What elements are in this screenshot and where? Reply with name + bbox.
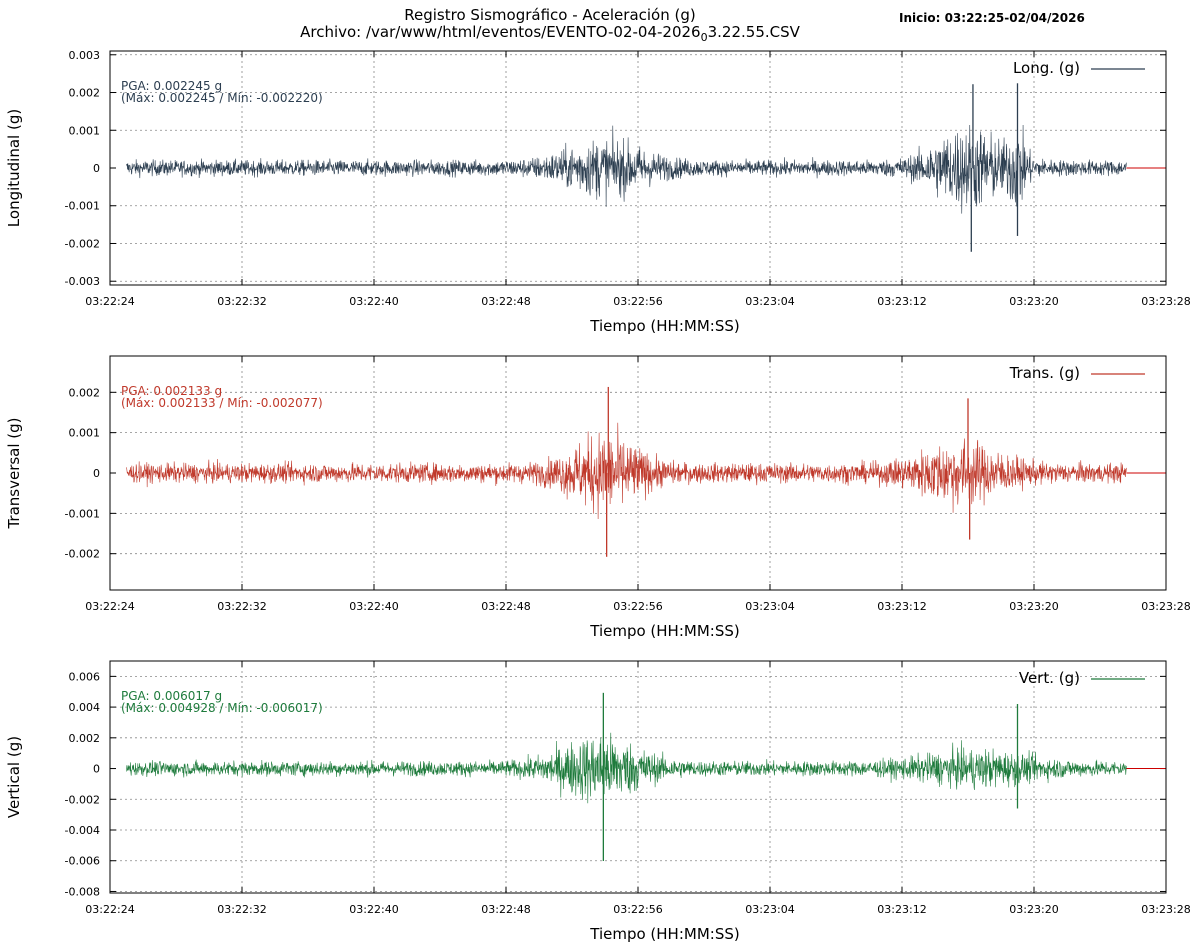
y-tick-label: 0.002 [69, 732, 101, 745]
plot-frame [109, 660, 1167, 894]
x-tick-label: 03:23:04 [745, 295, 794, 308]
x-tick-label: 03:22:48 [481, 295, 530, 308]
x-tick-label: 03:22:32 [217, 903, 266, 916]
x-tick-label: 03:22:56 [613, 295, 662, 308]
y-tick-label: -0.002 [65, 793, 100, 806]
max-min-label: (Máx: 0.002245 / Mín: -0.002220) [121, 91, 323, 105]
y-tick-label: 0.004 [69, 701, 101, 714]
x-tick-label: 03:22:56 [613, 903, 662, 916]
chart-panel-transversal: 0.002 0.001 0 -0.001 -0.002 03:22:24 03:22:32 0… [5, 355, 1191, 640]
chart-panel-longitudinal: 0.003 0.002 0.001 0 -0.001 -0.002 -0.003 03:22:… [5, 49, 1191, 335]
start-time-label: Inicio: 03:22:25-02/04/2026 [899, 11, 1085, 25]
plot-frame [109, 355, 1167, 591]
plot-frame [109, 50, 1167, 286]
x-tick-label: 03:23:28 [1141, 295, 1190, 308]
x-tick-label: 03:23:04 [745, 903, 794, 916]
y-tick-label: -0.006 [65, 855, 100, 868]
x-tick-label: 03:22:24 [85, 600, 134, 613]
y-axis-label: Longitudinal (g) [5, 109, 23, 227]
x-tick-label: 03:22:24 [85, 903, 134, 916]
x-tick-label: 03:22:48 [481, 903, 530, 916]
pga-label: PGA: 0.002133 g [121, 384, 222, 398]
x-tick-label: 03:23:04 [745, 600, 794, 613]
x-tick-label: 03:22:24 [85, 295, 134, 308]
pga-label: PGA: 0.002245 g [121, 79, 222, 93]
y-tick-label: 0.002 [69, 386, 101, 399]
y-tick-label: 0.001 [69, 124, 101, 137]
x-tick-label: 03:23:12 [877, 295, 926, 308]
x-tick-label: 03:23:20 [1009, 295, 1058, 308]
x-tick-label: 03:23:20 [1009, 600, 1058, 613]
x-tick-label: 03:22:40 [349, 295, 398, 308]
file-path-title: Archivo: /var/www/html/eventos/EVENTO-02… [0, 23, 1200, 44]
file-path-prefix: Archivo: /var/www/html/eventos/EVENTO-02… [300, 23, 701, 41]
y-tick-label: -0.003 [65, 275, 100, 288]
y-tick-label: 0.003 [69, 49, 101, 62]
chart-title: Registro Sismográfico - Aceleración (g) [404, 6, 696, 24]
x-tick-label: 03:22:56 [613, 600, 662, 613]
file-path-suffix: 3.22.55.CSV [707, 23, 800, 41]
y-tick-label: -0.004 [65, 824, 100, 837]
y-tick-label: -0.001 [65, 200, 100, 213]
file-path-subscript: 0 [700, 31, 708, 44]
trace-longitudinal [126, 125, 1127, 214]
x-tick-label: 03:22:32 [217, 600, 266, 613]
pga-label: PGA: 0.006017 g [121, 689, 222, 703]
x-tick-label: 03:22:48 [481, 600, 530, 613]
x-tick-label: 03:23:28 [1141, 600, 1190, 613]
y-tick-label: 0.006 [69, 670, 101, 683]
x-axis-label: Tiempo (HH:MM:SS) [589, 925, 739, 943]
x-tick-label: 03:23:20 [1009, 903, 1058, 916]
y-tick-label: -0.002 [65, 548, 100, 561]
y-axis-label: Transversal (g) [5, 417, 23, 529]
y-axis-label: Vertical (g) [5, 736, 23, 818]
y-tick-label: 0 [93, 467, 100, 480]
y-tick-label: 0.002 [69, 87, 101, 100]
x-axis-label: Tiempo (HH:MM:SS) [589, 317, 739, 335]
max-min-label: (Máx: 0.002133 / Mín: -0.002077) [121, 396, 323, 410]
x-tick-label: 03:23:12 [877, 600, 926, 613]
trace-transversal [126, 422, 1127, 519]
y-tick-label: -0.008 [65, 885, 100, 898]
y-tick-label: 0 [93, 162, 100, 175]
legend-label: Vert. (g) [1019, 669, 1080, 687]
x-tick-label: 03:22:40 [349, 903, 398, 916]
y-tick-label: 0.001 [69, 427, 101, 440]
x-tick-label: 03:23:12 [877, 903, 926, 916]
x-tick-label: 03:22:40 [349, 600, 398, 613]
x-axis-label: Tiempo (HH:MM:SS) [589, 622, 739, 640]
max-min-label: (Máx: 0.004928 / Mín: -0.006017) [121, 701, 323, 715]
trace-vertical [126, 732, 1127, 804]
legend-label: Long. (g) [1013, 59, 1080, 77]
y-tick-label: -0.001 [65, 507, 100, 520]
y-tick-label: 0 [93, 763, 100, 776]
chart-panel-vertical: 0.006 0.004 0.002 0 -0.002 -0.004 -0.006 -0.008… [5, 660, 1191, 943]
x-tick-label: 03:22:32 [217, 295, 266, 308]
legend-label: Trans. (g) [1009, 364, 1080, 382]
y-tick-label: -0.002 [65, 237, 100, 250]
x-tick-label: 03:23:28 [1141, 903, 1190, 916]
